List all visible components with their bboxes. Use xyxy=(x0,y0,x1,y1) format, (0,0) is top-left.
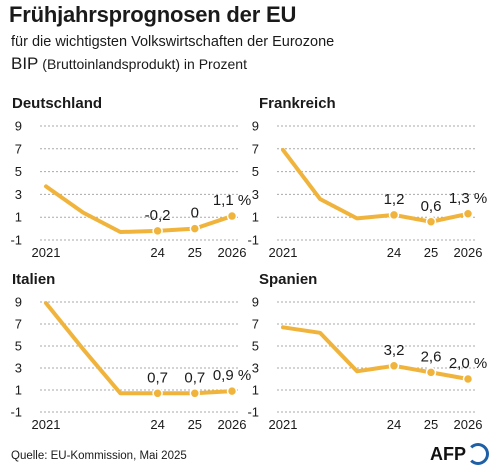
y-tick-label-deutschland: 7 xyxy=(15,141,22,156)
x-tick-label-frankreich: 24 xyxy=(387,245,401,260)
data-point-deutschland xyxy=(152,225,163,237)
y-tick-label-spanien: 5 xyxy=(252,339,259,354)
data-label-deutschland: 0 xyxy=(191,205,199,222)
data-label-italien: 0,7 xyxy=(147,369,168,386)
x-tick-label-italien: 24 xyxy=(150,417,164,432)
y-tick-label-frankreich: 9 xyxy=(252,119,259,134)
x-tick-label-italien: 2026 xyxy=(218,417,247,432)
y-tick-label-spanien: 9 xyxy=(252,295,259,310)
series-line-frankreich xyxy=(281,147,470,224)
data-point-spanien xyxy=(425,367,437,378)
y-tick-label-italien: 1 xyxy=(15,383,22,398)
x-tick-label-frankreich: 2021 xyxy=(269,245,298,260)
x-tick-label-deutschland: 2026 xyxy=(218,245,247,260)
chart-title-italien: Italien xyxy=(12,271,55,288)
y-tick-label-spanien: -1 xyxy=(247,405,259,420)
y-tick-label-italien: 5 xyxy=(15,339,22,354)
x-tick-label-deutschland: 25 xyxy=(188,245,202,260)
data-label-deutschland: -0,2 xyxy=(145,207,171,224)
y-tick-label-italien: 3 xyxy=(15,361,22,376)
page-title: Frühjahrsprognosen der EU xyxy=(9,2,297,27)
y-tick-label-italien: 7 xyxy=(15,317,22,332)
x-tick-label-italien: 25 xyxy=(188,417,202,432)
measure-main: BIP xyxy=(11,54,39,73)
x-tick-label-frankreich: 2026 xyxy=(454,245,483,260)
x-tick-label-deutschland: 2021 xyxy=(32,245,61,260)
data-point-italien xyxy=(226,385,238,397)
series-line-italien xyxy=(44,301,234,396)
y-tick-label-italien: 9 xyxy=(15,295,22,310)
data-label-frankreich: 0,6 xyxy=(421,198,442,215)
x-tick-label-deutschland: 24 xyxy=(150,245,164,260)
chart-title-spanien: Spanien xyxy=(259,271,317,288)
x-tick-label-spanien: 24 xyxy=(387,417,401,432)
y-tick-label-spanien: 1 xyxy=(252,383,259,398)
source-note: Quelle: EU-Kommission, Mai 2025 xyxy=(11,450,187,462)
data-point-italien xyxy=(152,388,163,399)
data-point-deutschland xyxy=(189,223,201,234)
y-tick-label-deutschland: 5 xyxy=(15,164,22,179)
y-tick-label-frankreich: 3 xyxy=(252,187,259,202)
data-label-frankreich: 1,3 % xyxy=(449,190,487,207)
afp-logo-arc-icon xyxy=(467,443,489,465)
y-tick-label-frankreich: -1 xyxy=(247,233,259,248)
data-label-frankreich: 1,2 xyxy=(384,191,405,208)
data-point-frankreich xyxy=(462,208,474,220)
y-tick-label-deutschland: 3 xyxy=(15,187,22,202)
measure-detail: (Bruttoinlandsprodukt) in Prozent xyxy=(38,56,247,72)
y-tick-label-italien: -1 xyxy=(10,405,22,420)
data-label-spanien: 2,6 xyxy=(421,348,442,365)
afp-logo: AFP xyxy=(430,443,489,465)
x-tick-label-spanien: 2021 xyxy=(269,417,298,432)
page-subtitle: für die wichtigsten Volkswirtschaften de… xyxy=(11,34,335,50)
data-label-spanien: 2,0 % xyxy=(449,355,487,372)
chart-grid: Deutschland 9 7 5 3 1 -1 2021 24 25 2026 -0,2 0 1,1 %… xyxy=(10,95,487,432)
y-tick-label-deutschland: 9 xyxy=(15,119,22,134)
y-tick-label-frankreich: 7 xyxy=(252,141,259,156)
series-line-spanien xyxy=(281,325,470,381)
y-tick-label-spanien: 3 xyxy=(252,361,259,376)
measure-label: BIP (Bruttoinlandsprodukt) in Prozent xyxy=(11,54,247,74)
data-point-deutschland xyxy=(226,210,238,222)
y-tick-label-deutschland: 1 xyxy=(15,210,22,225)
data-point-italien xyxy=(189,388,201,399)
y-tick-label-frankreich: 1 xyxy=(252,210,259,225)
data-label-deutschland: 1,1 % xyxy=(213,192,251,209)
chart-title-frankreich: Frankreich xyxy=(259,95,336,112)
data-label-italien: 0,9 % xyxy=(213,367,251,384)
data-label-spanien: 3,2 xyxy=(384,342,405,359)
series-line-deutschland xyxy=(44,184,234,235)
y-tick-label-spanien: 7 xyxy=(252,317,259,332)
x-tick-label-spanien: 25 xyxy=(424,417,438,432)
x-tick-label-frankreich: 25 xyxy=(424,245,438,260)
data-point-spanien xyxy=(462,373,474,385)
y-tick-label-frankreich: 5 xyxy=(252,164,259,179)
chart-title-deutschland: Deutschland xyxy=(12,95,102,112)
afp-logo-text: AFP xyxy=(430,443,466,464)
x-tick-label-spanien: 2026 xyxy=(454,417,483,432)
y-tick-label-deutschland: -1 xyxy=(10,233,22,248)
data-label-italien: 0,7 xyxy=(184,369,205,386)
x-tick-label-italien: 2021 xyxy=(32,417,61,432)
data-point-spanien xyxy=(388,360,400,372)
data-point-frankreich xyxy=(388,209,400,221)
data-point-frankreich xyxy=(425,216,437,228)
